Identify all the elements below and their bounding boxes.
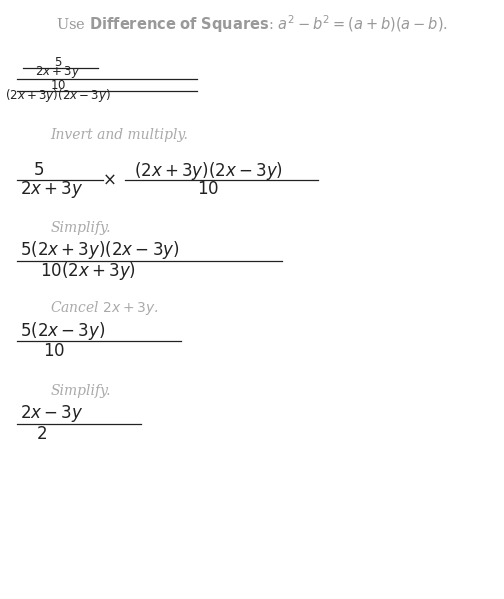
Text: Cancel $2x + 3y$.: Cancel $2x + 3y$.: [50, 300, 159, 317]
Text: $2x - 3y$: $2x - 3y$: [20, 403, 84, 424]
Text: $10$: $10$: [197, 181, 219, 198]
Text: Use $\mathbf{Difference\ of\ Squares}$: $a^2 - b^2 = (a+b)(a-b)$.: Use $\mathbf{Difference\ of\ Squares}$: …: [56, 13, 448, 35]
Text: $(2x + 3y)(2x - 3y)$: $(2x + 3y)(2x - 3y)$: [134, 160, 283, 181]
Text: Simplify.: Simplify.: [50, 383, 111, 398]
Text: Invert and multiply.: Invert and multiply.: [50, 128, 188, 142]
Text: $(2x+3y)(2x-3y)$: $(2x+3y)(2x-3y)$: [5, 87, 111, 104]
Text: $10$: $10$: [50, 79, 66, 92]
Text: $2x+3y$: $2x+3y$: [35, 65, 81, 80]
Text: $10(2x + 3y)$: $10(2x + 3y)$: [40, 260, 136, 282]
Text: Simplify.: Simplify.: [50, 220, 111, 235]
Text: $\times$: $\times$: [101, 172, 115, 189]
Text: $5(2x - 3y)$: $5(2x - 3y)$: [20, 320, 105, 341]
Text: $2x + 3y$: $2x + 3y$: [20, 179, 84, 201]
Text: $5$: $5$: [33, 162, 44, 179]
Text: $5$: $5$: [54, 56, 62, 69]
Text: $10$: $10$: [43, 343, 65, 360]
Text: $2$: $2$: [36, 426, 47, 443]
Text: $5(2x + 3y)(2x - 3y)$: $5(2x + 3y)(2x - 3y)$: [20, 239, 180, 261]
